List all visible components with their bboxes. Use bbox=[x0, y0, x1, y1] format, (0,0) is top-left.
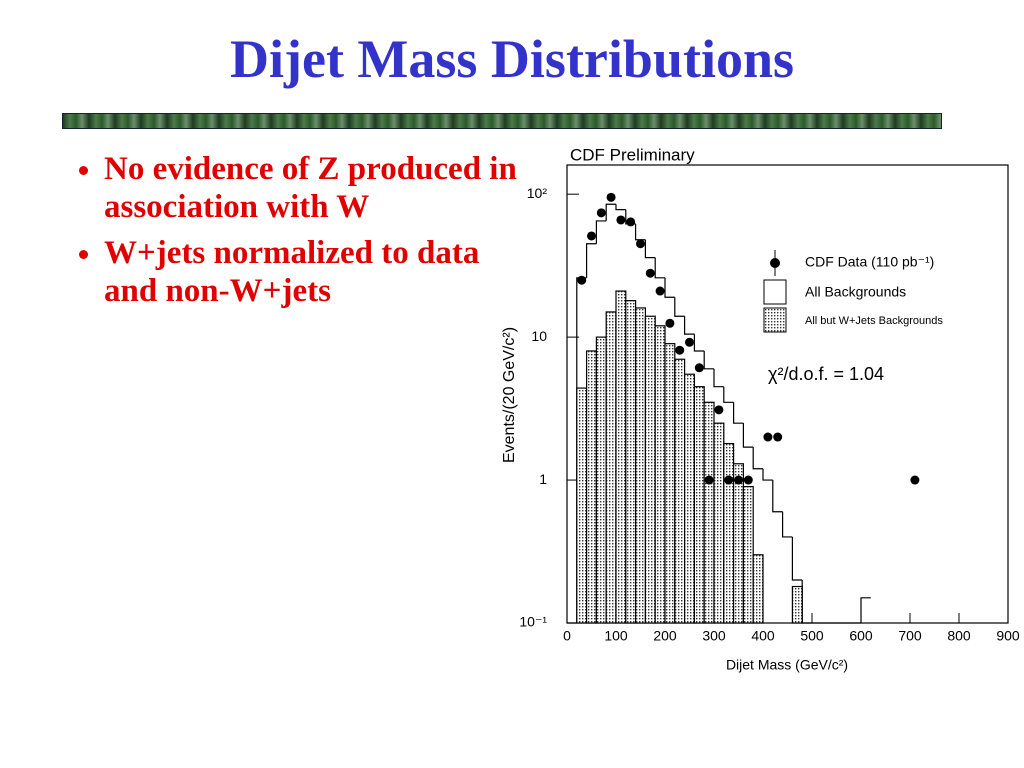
x-axis-label: Dijet Mass (GeV/c²) bbox=[726, 657, 848, 673]
background-bin bbox=[585, 350, 597, 624]
background-bin bbox=[644, 239, 656, 259]
background-bin bbox=[703, 401, 715, 624]
title-divider bbox=[62, 113, 942, 129]
data-point bbox=[636, 239, 645, 249]
legend-label: All Backgrounds bbox=[805, 284, 906, 300]
legend-label: All but W+Jets Backgrounds bbox=[805, 315, 943, 327]
x-tick-label: 300 bbox=[702, 628, 726, 644]
background-bin bbox=[595, 220, 607, 244]
background-bin bbox=[782, 511, 793, 538]
background-bin bbox=[791, 585, 803, 624]
background-bin bbox=[654, 257, 665, 279]
background-bin bbox=[860, 597, 871, 623]
data-point bbox=[596, 208, 606, 218]
plot-frame bbox=[566, 164, 1009, 624]
background-bin bbox=[615, 290, 627, 624]
data-point bbox=[655, 286, 665, 296]
background-bin bbox=[791, 536, 803, 581]
data-point bbox=[685, 337, 694, 347]
data-point bbox=[606, 192, 616, 202]
background-bin bbox=[684, 316, 695, 335]
background-bin bbox=[772, 480, 783, 513]
background-bin bbox=[664, 277, 675, 298]
background-bin bbox=[703, 350, 714, 370]
background-bin bbox=[733, 402, 744, 424]
background-bin bbox=[713, 368, 724, 388]
data-point bbox=[587, 231, 596, 241]
data-point bbox=[704, 475, 714, 485]
background-bin bbox=[635, 223, 646, 241]
y-tick-label: 10² bbox=[527, 185, 548, 201]
background-bin bbox=[674, 297, 685, 317]
data-point bbox=[694, 363, 704, 373]
data-point bbox=[616, 215, 626, 225]
background-bin bbox=[664, 343, 676, 624]
background-bin bbox=[605, 203, 616, 221]
x-tick-label: 100 bbox=[604, 628, 628, 644]
data-point bbox=[645, 268, 655, 278]
x-tick-label: 400 bbox=[751, 628, 775, 644]
chart-title: CDF Preliminary bbox=[570, 145, 695, 164]
slide-title: Dijet Mass Distributions bbox=[230, 29, 794, 89]
y-tick-label: 10⁻¹ bbox=[519, 614, 547, 630]
data-point bbox=[773, 432, 783, 442]
annotation: χ²/d.o.f. = 1.04 bbox=[768, 364, 884, 384]
legend-marker bbox=[763, 307, 787, 333]
background-bin bbox=[752, 554, 764, 624]
x-tick-label: 0 bbox=[563, 628, 571, 644]
background-bin bbox=[615, 204, 626, 211]
background-bin bbox=[683, 373, 695, 624]
background-bin bbox=[644, 315, 656, 624]
bullet: No evidence of Z produced in association… bbox=[104, 150, 524, 226]
bullet: W+jets normalized to data and non-W+jets bbox=[104, 234, 524, 310]
background-bin bbox=[654, 325, 666, 624]
x-tick-label: 500 bbox=[800, 628, 824, 644]
background-bin bbox=[752, 447, 763, 470]
background-bin bbox=[742, 423, 754, 448]
y-axis-label: Events/(20 GeV/c²) bbox=[501, 327, 518, 463]
x-tick-label: 800 bbox=[947, 628, 971, 644]
data-point bbox=[743, 475, 753, 485]
y-tick-label: 1 bbox=[539, 471, 547, 487]
data-point bbox=[763, 432, 773, 442]
background-bin bbox=[723, 442, 735, 624]
data-point bbox=[577, 275, 587, 285]
background-bin bbox=[693, 334, 705, 352]
bullet-list: No evidence of Z produced in association… bbox=[58, 150, 524, 318]
data-point bbox=[910, 475, 920, 485]
x-tick-label: 200 bbox=[653, 628, 677, 644]
background-bin bbox=[693, 386, 705, 624]
background-bin bbox=[586, 243, 597, 278]
background-bin bbox=[625, 300, 637, 624]
y-tick-label: 10 bbox=[531, 328, 547, 344]
background-bin bbox=[732, 463, 744, 624]
background-bin bbox=[595, 336, 607, 624]
background-bin bbox=[723, 386, 734, 403]
background-bin bbox=[634, 307, 646, 624]
background-bin bbox=[605, 311, 617, 624]
data-point bbox=[734, 475, 743, 485]
background-bin bbox=[576, 387, 588, 624]
data-point bbox=[665, 318, 675, 328]
background-bin bbox=[762, 468, 773, 481]
data-point bbox=[675, 345, 685, 355]
data-point bbox=[626, 217, 636, 227]
legend-marker bbox=[763, 279, 787, 305]
background-bin bbox=[713, 422, 725, 624]
x-tick-label: 900 bbox=[996, 628, 1020, 644]
x-tick-label: 600 bbox=[849, 628, 873, 644]
data-point bbox=[714, 405, 724, 415]
data-point bbox=[724, 475, 734, 485]
background-bin bbox=[674, 358, 686, 624]
x-tick-label: 700 bbox=[898, 628, 922, 644]
background-bin bbox=[801, 579, 812, 624]
legend-label: CDF Data (110 pb⁻¹) bbox=[805, 254, 934, 270]
background-bin bbox=[742, 485, 754, 624]
